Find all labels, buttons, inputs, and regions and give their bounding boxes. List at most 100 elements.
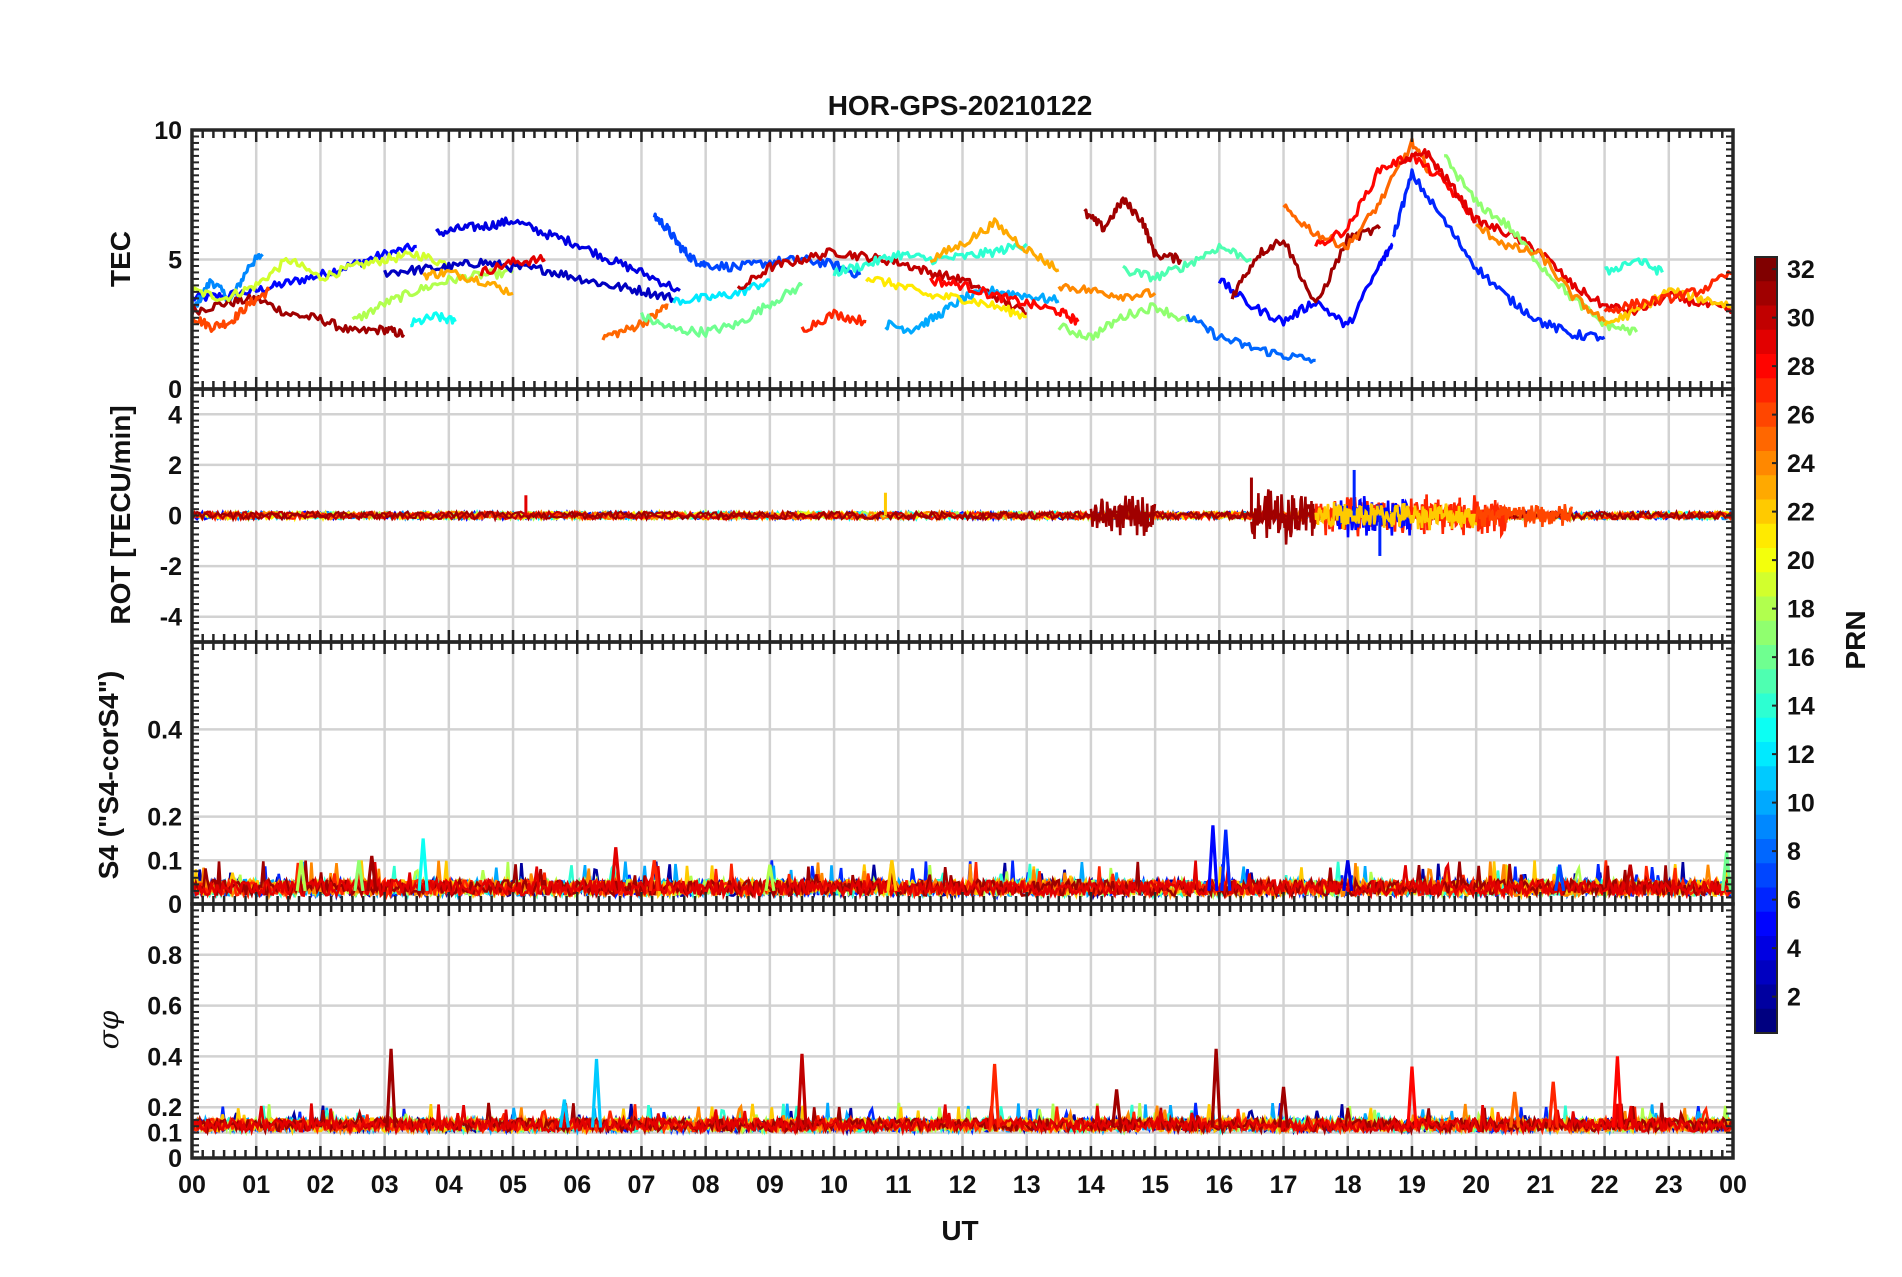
tec-series-prn-15	[1122, 242, 1252, 283]
colorbar-tick-label: 14	[1787, 693, 1815, 721]
s4-spike-prn-7	[1554, 864, 1566, 892]
colorbar-swatch-prn-29	[1755, 329, 1777, 355]
tec-series-prn-25	[601, 303, 669, 341]
y-tick-label: 0	[168, 891, 182, 919]
y-tick-label: 4	[168, 401, 182, 429]
tec-series-prn-16	[639, 281, 804, 338]
colorbar-tick-label: 12	[1787, 741, 1815, 769]
y-tick-label: 0	[168, 503, 182, 531]
s4-spike-prn-4	[1342, 860, 1354, 892]
y-tick-label: 0.1	[147, 1120, 182, 1148]
colorbar-tick-label: 30	[1787, 305, 1815, 333]
s4-spike-prn-6	[1220, 829, 1232, 892]
x-tick-label: 05	[499, 1171, 527, 1199]
y-tick-label: 0.8	[147, 942, 182, 970]
sigma-spike-prn-31	[1111, 1089, 1123, 1128]
s4-spike-prn-17	[353, 860, 365, 892]
tec-series-prn-22	[1603, 287, 1733, 327]
panel-sigma: 00.10.2 0.4 0.6 0.8 σφ	[92, 902, 1735, 1173]
colorbar-swatch-prn-30	[1755, 305, 1777, 331]
colorbar-swatch-prn-16	[1755, 645, 1777, 670]
colorbar-swatch-prn-3	[1755, 960, 1777, 986]
tec-series-prn-24	[1475, 223, 1606, 323]
colorbar-swatch-prn-14	[1755, 693, 1777, 719]
colorbar-label: PRN	[1840, 610, 1871, 669]
x-tick-label: 18	[1334, 1171, 1362, 1199]
colorbar-tick-label: 20	[1787, 547, 1815, 575]
colorbar-swatch-prn-15	[1755, 669, 1777, 695]
s4-spike-prn-27	[648, 860, 660, 892]
sigma-spike-prn-11	[590, 1058, 603, 1128]
colorbar-tick-label: 16	[1787, 644, 1815, 672]
s4-spike-prn-18	[295, 860, 307, 892]
panel-data	[192, 1048, 1733, 1137]
colorbar-swatch-prn-7	[1755, 863, 1777, 889]
tec-series-prn-7	[652, 212, 862, 279]
rot-noise-prn-27	[1314, 494, 1509, 540]
y-tick-label: 0.1	[147, 847, 182, 875]
tec-series-prn-26	[192, 286, 271, 333]
x-tick-label: 22	[1591, 1171, 1619, 1199]
x-tick-label: 19	[1398, 1171, 1426, 1199]
s4-spike-prn-13	[417, 838, 429, 892]
tec-series-prn-25	[1282, 137, 1433, 251]
x-tick-label: 12	[949, 1171, 977, 1199]
panel-data	[192, 469, 1733, 556]
tec-series-prn-27	[1603, 270, 1733, 314]
tec-series-prn-28	[929, 276, 1080, 326]
tec-series-prn-13	[410, 311, 457, 328]
y-axis-label-rot: ROT [TECU/min]	[105, 405, 136, 624]
y-tick-label: -4	[160, 604, 182, 632]
panel-rot: -4 -2 0 2 4 ROT [TECU/min]	[105, 387, 1735, 644]
x-tick-label: 15	[1141, 1171, 1169, 1199]
tec-series-prn-28	[1314, 153, 1477, 248]
s4-spike-prn-31	[366, 855, 378, 892]
colorbar-swatch-prn-19	[1755, 572, 1777, 598]
tec-series-prn-21	[865, 275, 1027, 320]
sigma-spike-prn-11	[558, 1099, 570, 1128]
x-tick-label: 17	[1270, 1171, 1298, 1199]
sigma-spike-prn-27	[1547, 1081, 1559, 1128]
colorbar-swatch-prn-11	[1755, 766, 1777, 792]
y-tick-label: -2	[160, 553, 182, 581]
x-tick-label: 03	[371, 1171, 399, 1199]
colorbar-swatch-prn-22	[1755, 499, 1777, 525]
tec-series-prn-14	[832, 242, 1028, 277]
colorbar-swatch-prn-21	[1755, 523, 1777, 549]
colorbar-tick-label: 8	[1787, 838, 1801, 866]
y-axis-label-s4: S4 ("S4-corS4")	[93, 671, 124, 880]
colorbar-swatch-prn-4	[1755, 936, 1777, 961]
panel-s4: 0 0.1 0.2 0.4 S4 ("S4-corS4")	[93, 640, 1735, 919]
y-tick-label: 10	[154, 117, 182, 145]
panel-data	[192, 137, 1733, 364]
rot-noise-prn-22	[1314, 501, 1478, 531]
y-tick-label: 0.4	[147, 1043, 182, 1071]
tec-series-prn-5	[192, 242, 417, 302]
colorbar-swatch-prn-18	[1755, 596, 1777, 622]
s4-baseline-prn-29	[192, 860, 1732, 901]
colorbar-tick-label: 22	[1787, 499, 1815, 527]
y-axis-label-sigma: σφ	[92, 1010, 125, 1049]
x-tick-label: 09	[756, 1171, 784, 1199]
colorbar-frame	[1754, 256, 1778, 1034]
tec-series-prn-31	[1083, 196, 1183, 265]
x-tick-label: 16	[1205, 1171, 1233, 1199]
x-tick-label: 11	[885, 1171, 912, 1199]
colorbar-swatch-prn-8	[1755, 839, 1777, 864]
panel-tec: 0 5 10 TEC	[105, 117, 1735, 404]
colorbar-swatch-prn-6	[1755, 887, 1777, 913]
panel-data	[192, 825, 1733, 901]
colorbar-swatch-prn-25	[1755, 426, 1777, 452]
tec-series-prn-5	[1217, 242, 1394, 329]
s4-spike-prn-29	[610, 847, 622, 892]
x-tick-label: 13	[1013, 1171, 1041, 1199]
x-tick-label: 06	[563, 1171, 591, 1199]
colorbar-tick-label: 24	[1787, 450, 1815, 478]
colorbar-swatch-prn-2	[1755, 984, 1777, 1010]
y-tick-label: 0.6	[147, 993, 182, 1021]
tec-series-prn-23	[929, 217, 1060, 273]
x-tick-label: 10	[820, 1171, 848, 1199]
rot-noise-prn-31	[1250, 489, 1317, 545]
